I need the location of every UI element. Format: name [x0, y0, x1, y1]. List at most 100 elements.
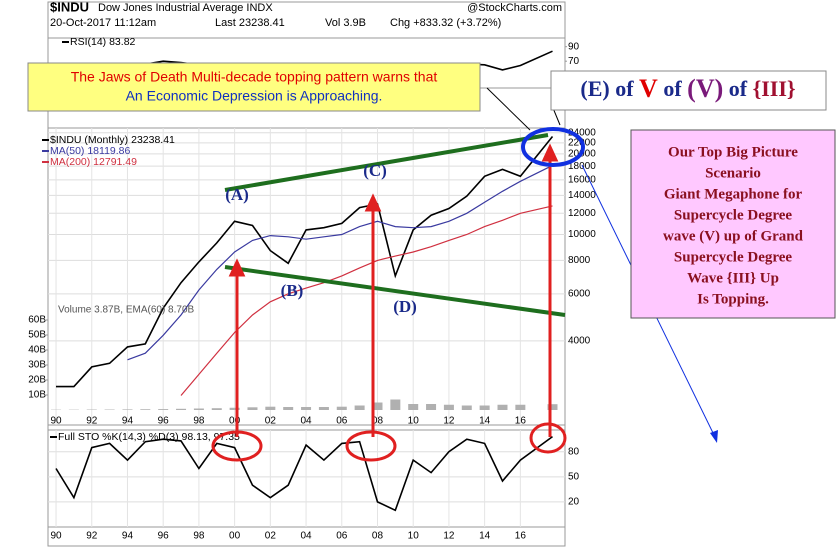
- volume-bar: [547, 404, 558, 410]
- wave-part: V: [639, 74, 658, 103]
- upper-trendline: [224, 133, 549, 192]
- y-tick-label: 16000: [568, 174, 596, 185]
- y-tick-label: 8000: [568, 255, 591, 266]
- legend-swatch: [42, 139, 49, 141]
- lower-trendline: [224, 265, 566, 317]
- last: Last 23238.41: [215, 17, 285, 29]
- volume-bar: [336, 406, 347, 410]
- y-tick-label: 40B: [28, 345, 46, 356]
- legend-swatch: [62, 41, 69, 43]
- volume-bar: [140, 409, 151, 410]
- circle: [345, 430, 397, 462]
- y-tick-label: 24000: [568, 127, 596, 138]
- legend-swatch: [42, 161, 49, 163]
- x-tick-label: 06: [336, 416, 348, 427]
- x-tick-label: 10: [408, 531, 420, 542]
- warning-box: [27, 62, 481, 112]
- x-tick-label: 90: [50, 531, 62, 542]
- x-tick-label: 16: [515, 531, 527, 542]
- wave-point: (B): [281, 281, 304, 300]
- volume-bar: [426, 404, 437, 410]
- arrows: [211, 143, 567, 462]
- y-tick-label: 50B: [28, 330, 46, 341]
- scenario-line: Is Topping.: [697, 291, 769, 307]
- x-tick-label: 02: [265, 416, 277, 427]
- x-tick-label: 14: [479, 531, 491, 542]
- scenario-box: [630, 129, 836, 319]
- volume-bar: [283, 407, 294, 410]
- index-name: Dow Jones Industrial Average INDX: [98, 2, 273, 14]
- volume-bar: [443, 404, 454, 410]
- legend-label: MA(50) 18119.86: [50, 145, 131, 157]
- volume-bar: [211, 408, 222, 410]
- legend-label: Full STO %K(14,3) %D(3) 98.13, 97.35: [58, 431, 240, 443]
- wave-point: (D): [393, 297, 417, 316]
- wave-point: (C): [363, 161, 387, 180]
- y-tick-label: 4000: [568, 336, 591, 347]
- volume-bar: [122, 409, 133, 410]
- volume-bar: [318, 407, 329, 410]
- volume-bar: [193, 408, 204, 410]
- x-tick-label: 94: [122, 416, 134, 427]
- volume: Vol 3.9B: [325, 17, 366, 29]
- x-tick-label: 00: [229, 416, 241, 427]
- legend-label: Volume 3.87B, EMA(60) 8.70B: [58, 305, 195, 316]
- arrow-head: [228, 258, 246, 277]
- volume-bar: [461, 405, 472, 410]
- pointer-head: [710, 430, 718, 443]
- y-tick-label: 14000: [568, 190, 596, 201]
- y-tick-label: 10000: [568, 229, 596, 240]
- x-tick-label: 10: [408, 416, 420, 427]
- series-line: [180, 205, 553, 396]
- scenario-line: wave (V) up of Grand: [663, 228, 804, 244]
- x-tick-label: 04: [300, 416, 312, 427]
- legend-label: MA(200) 12791.49: [50, 156, 137, 168]
- y-tick-label: 50: [568, 471, 580, 482]
- x-tick-label: 14: [479, 416, 491, 427]
- x-tick-label: 04: [300, 531, 312, 542]
- series-line: [55, 435, 553, 512]
- y-tick-label: 20B: [28, 375, 46, 386]
- wave-part: of: [729, 76, 748, 101]
- y-tick-label: 70: [568, 56, 580, 67]
- volume-bar: [354, 405, 365, 410]
- volume-bar: [497, 404, 508, 410]
- y-tick-label: 30B: [28, 360, 46, 371]
- wave-part: (V): [687, 74, 723, 103]
- scenario-line: Our Top Big Picture: [668, 144, 798, 160]
- arrow-head: [541, 143, 559, 162]
- x-tick-label: 16: [515, 416, 527, 427]
- y-tick-label: 90: [568, 41, 580, 52]
- x-tick-label: 90: [50, 416, 62, 427]
- x-tick-label: 08: [372, 416, 384, 427]
- pointer: [486, 87, 531, 131]
- x-tick-label: 12: [443, 416, 455, 427]
- volume-bar: [158, 409, 169, 410]
- volume-bar: [301, 407, 312, 410]
- scenario-line: Wave {III} Up: [687, 270, 779, 286]
- wave-part: (E) of: [580, 76, 634, 101]
- volume-bar: [515, 404, 526, 410]
- x-tick-label: 94: [122, 531, 134, 542]
- scenario-line: Giant Megaphone for: [664, 186, 803, 202]
- volume-bar: [247, 407, 258, 410]
- warning-line: An Economic Depression is Approaching.: [126, 88, 383, 104]
- wave-box: [550, 70, 827, 111]
- top-ellipse: [521, 127, 585, 167]
- volume-bar: [390, 399, 401, 410]
- y-tick-label: 80: [568, 446, 580, 457]
- legend-swatch: [50, 436, 57, 438]
- arrow-head: [364, 193, 382, 212]
- volume-bar: [229, 407, 240, 410]
- x-tick-label: 98: [193, 531, 205, 542]
- x-tick-label: 08: [372, 531, 384, 542]
- symbol: $INDU: [50, 0, 89, 14]
- date: 20-Oct-2017 11:12am: [50, 17, 156, 29]
- x-tick-label: 98: [193, 416, 205, 427]
- volume-bar: [408, 404, 419, 410]
- wave-point: (A): [225, 185, 249, 204]
- x-tick-label: 02: [265, 531, 277, 542]
- volume-bar: [176, 408, 187, 410]
